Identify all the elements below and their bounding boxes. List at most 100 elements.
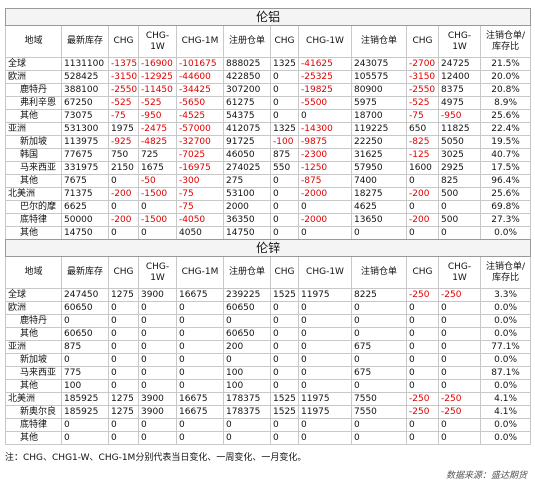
cell: 0	[176, 327, 224, 341]
data-row: 全球 1131100 -1375 -16900 -101675 888025 1325 -41…	[5, 57, 532, 71]
cell: 4050	[176, 226, 224, 240]
cell: 18700	[351, 109, 407, 123]
cell: -32700	[176, 135, 224, 149]
cell: 0	[438, 353, 481, 367]
cell: -57000	[176, 122, 224, 136]
cell: 0	[61, 431, 109, 445]
cell: 67250	[61, 96, 109, 110]
region: 鹿特丹	[5, 314, 62, 328]
cell: 0	[438, 200, 481, 214]
data-row: 其他 100 0 0 0 100 0 0 0 0 0 0.0%	[5, 379, 532, 393]
cell: 27.3%	[479, 213, 532, 227]
region: 其他	[5, 379, 62, 393]
cell: -525	[108, 96, 139, 110]
cell: 0	[138, 340, 177, 354]
cell: 4625	[351, 200, 407, 214]
cell: 0	[270, 226, 299, 240]
cell: 0.0%	[479, 301, 532, 315]
cell: 8.9%	[479, 96, 532, 110]
cell: -4525	[176, 109, 224, 123]
cell: 0	[176, 353, 224, 367]
column-header: CHG	[270, 256, 299, 289]
cell: 775	[61, 366, 109, 380]
cell: -250	[438, 405, 481, 419]
cell: 73075	[61, 109, 109, 123]
data-row: 亚洲 531300 1975 -2475 -57000 412075 1325 -14300 1…	[5, 122, 532, 136]
cell: -2300	[298, 148, 352, 162]
cell: 20.0%	[479, 70, 532, 84]
data-row: 新加坡 0 0 0 0 0 0 0 0 0 0 0.0%	[5, 353, 532, 367]
column-header: CHG-1W	[138, 256, 177, 289]
cell: 0	[270, 109, 299, 123]
cell: 1600	[406, 161, 439, 175]
cell: 0	[298, 366, 352, 380]
title-row: 伦铝	[4, 8, 532, 26]
header-row: 地域 最新库存 CHG CHG-1W CHG-1M 注册仓单 CHG CHG-1W 注销仓单 CH…	[5, 25, 532, 58]
data-row: 新奥尔良 185925 1275 3900 16675 178375 1525 11975 75…	[5, 405, 532, 419]
cell: 422850	[223, 70, 271, 84]
cell: 13650	[351, 213, 407, 227]
cell: 0	[438, 340, 481, 354]
cell: 0	[270, 96, 299, 110]
column-header: CHG	[108, 256, 139, 289]
cell: -25325	[298, 70, 352, 84]
cell: 0	[438, 327, 481, 341]
cell: -2700	[406, 57, 439, 71]
cell: 3900	[138, 405, 177, 419]
cell: 875	[270, 148, 299, 162]
region: 新加坡	[5, 135, 62, 149]
cell: 2150	[108, 161, 139, 175]
cell: -100	[270, 135, 299, 149]
cell: 888025	[223, 57, 271, 71]
cell: 0.0%	[479, 327, 532, 341]
region: 北美洲	[5, 392, 62, 406]
data-row: 北美洲 185925 1275 3900 16675 178375 1525 11975 755…	[5, 392, 532, 406]
data-table: 伦铝 地域 最新库存 CHG CHG-1W CHG-1M 注册仓单 CHG CHG-1W 注销仓单…	[4, 8, 532, 240]
cell: -950	[138, 109, 177, 123]
cell: 239225	[223, 288, 271, 302]
cell: -5500	[298, 96, 352, 110]
data-row: 欧洲 528425 -3150 -12925 -44600 422850 0 -25325 10…	[5, 70, 532, 84]
cell: 0	[108, 353, 139, 367]
cell: 60650	[61, 301, 109, 315]
cell: -250	[438, 392, 481, 406]
data-row: 马来西亚 331975 2150 1675 -16975 274025 550 -1250 57…	[5, 161, 532, 175]
cell: -16900	[138, 57, 177, 71]
cell: -4050	[176, 213, 224, 227]
cell: 0	[298, 353, 352, 367]
cell: 0	[108, 379, 139, 393]
region: 底特律	[5, 213, 62, 227]
cell: 1525	[270, 405, 299, 419]
cell: 0	[270, 174, 299, 188]
region: 底特律	[5, 418, 62, 432]
cell: 0	[438, 226, 481, 240]
cell: -525	[406, 96, 439, 110]
region: 鹿特丹	[5, 83, 62, 97]
cell: -250	[438, 288, 481, 302]
data-row: 欧洲 60650 0 0 0 60650 0 0 0 0 0 0.0%	[5, 301, 532, 315]
cell: -525	[138, 96, 177, 110]
cell: 0	[270, 314, 299, 328]
column-header: CHG	[406, 256, 439, 289]
cell: 0	[298, 418, 352, 432]
cell: 243075	[351, 57, 407, 71]
cell: 0	[270, 366, 299, 380]
cell: 0.0%	[479, 379, 532, 393]
cell: 57950	[351, 161, 407, 175]
column-header: CHG-1W	[138, 25, 177, 58]
cell: 3900	[138, 392, 177, 406]
cell: 0	[270, 213, 299, 227]
column-header: 地域	[5, 256, 62, 289]
cell: 0	[270, 431, 299, 445]
region: 其他	[5, 109, 62, 123]
cell: 25.6%	[479, 109, 532, 123]
cell: 528425	[61, 70, 109, 84]
cell: 0	[108, 314, 139, 328]
cell: 0	[351, 301, 407, 315]
cell: 0.0%	[479, 353, 532, 367]
cell: 0	[298, 200, 352, 214]
cell: -250	[406, 405, 439, 419]
data-row: 其他 73075 -75 -950 -4525 54375 0 0 18700 -75 -950 25…	[5, 109, 532, 123]
data-row: 亚洲 875 0 0 0 200 0 0 675 0 0 77.1%	[5, 340, 532, 354]
column-header: 注销仓单/库存比	[479, 25, 532, 58]
